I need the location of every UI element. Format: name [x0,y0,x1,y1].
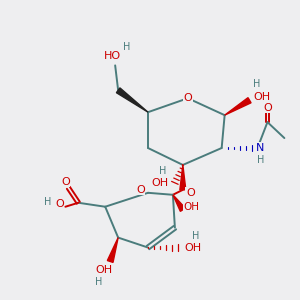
Text: O: O [186,188,195,198]
Text: H: H [257,155,264,165]
Polygon shape [107,238,118,262]
Text: H: H [44,197,51,207]
Text: OH: OH [96,266,113,275]
Text: H: H [123,43,131,52]
Text: H: H [159,166,167,176]
Text: HO: HO [103,51,121,62]
Text: OH: OH [184,202,200,212]
Polygon shape [116,88,148,112]
Text: H: H [253,79,261,89]
Text: OH: OH [184,242,201,253]
Text: O: O [136,185,145,195]
Polygon shape [225,98,251,115]
Text: N: N [256,143,265,153]
Text: O: O [183,93,192,103]
Polygon shape [180,165,186,190]
Text: O: O [61,177,70,187]
Text: O: O [263,103,272,113]
Text: H: H [94,278,102,287]
Text: OH: OH [253,92,270,102]
Text: O: O [55,199,64,209]
Polygon shape [173,195,185,212]
Text: OH: OH [152,178,169,188]
Text: H: H [192,231,200,241]
